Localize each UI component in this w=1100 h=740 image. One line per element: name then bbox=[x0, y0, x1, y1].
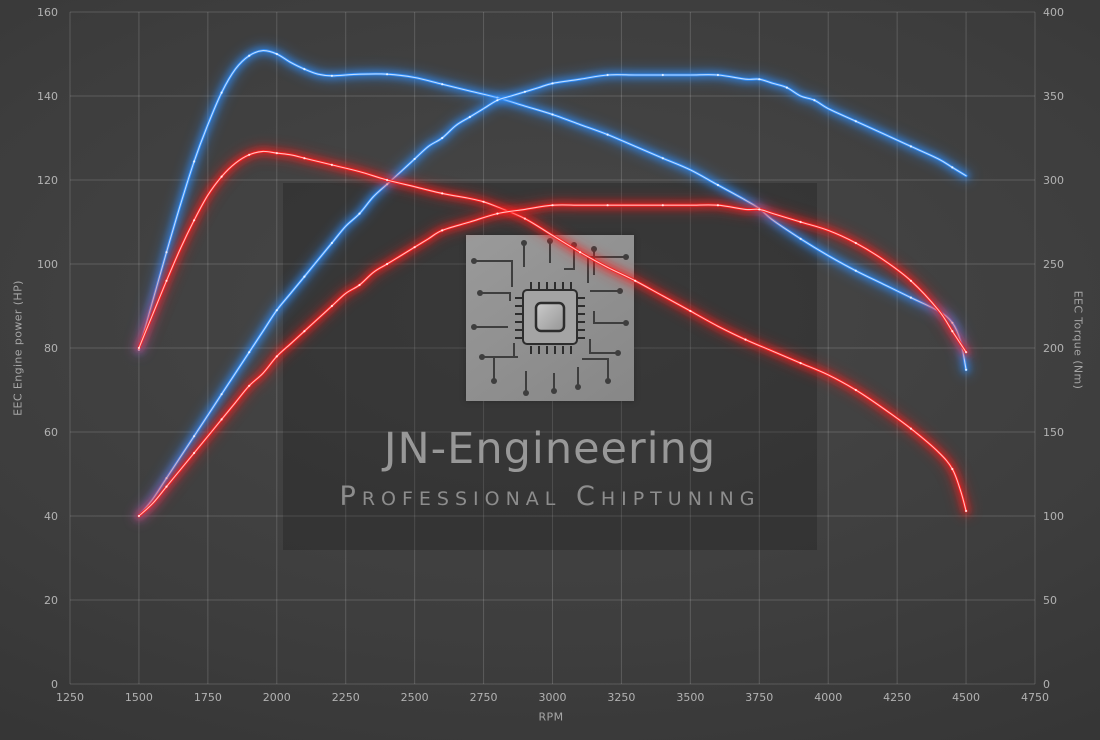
series-power-tuned bbox=[132, 68, 973, 523]
y-axis-label-right: EEC Torque (Nm) bbox=[1071, 290, 1085, 390]
watermark: JN-Engineering Professional Chiptuning bbox=[283, 183, 817, 550]
svg-text:1750: 1750 bbox=[194, 691, 222, 704]
x-axis-label: RPM bbox=[538, 710, 564, 724]
svg-text:3250: 3250 bbox=[607, 691, 635, 704]
svg-text:160: 160 bbox=[37, 6, 58, 19]
svg-text:200: 200 bbox=[1043, 342, 1064, 355]
svg-text:4000: 4000 bbox=[814, 691, 842, 704]
svg-text:400: 400 bbox=[1043, 6, 1064, 19]
watermark-subtitle: Professional Chiptuning bbox=[339, 481, 761, 513]
svg-text:60: 60 bbox=[44, 426, 58, 439]
svg-text:100: 100 bbox=[37, 258, 58, 271]
svg-text:50: 50 bbox=[1043, 594, 1057, 607]
svg-text:120: 120 bbox=[37, 174, 58, 187]
series-points-power-stock bbox=[137, 204, 968, 518]
svg-text:80: 80 bbox=[44, 342, 58, 355]
series-power-stock bbox=[132, 198, 973, 523]
svg-text:4500: 4500 bbox=[952, 691, 980, 704]
svg-text:20: 20 bbox=[44, 594, 58, 607]
svg-text:40: 40 bbox=[44, 510, 58, 523]
svg-text:3750: 3750 bbox=[745, 691, 773, 704]
series-points-torque-stock bbox=[137, 152, 968, 513]
svg-text:250: 250 bbox=[1043, 258, 1064, 271]
svg-text:2000: 2000 bbox=[263, 691, 291, 704]
svg-text:300: 300 bbox=[1043, 174, 1064, 187]
y-axis-label-left: EEC Engine power (HP) bbox=[11, 280, 25, 416]
y-tick-labels-right: 0 50 100 150 200 250 300 350 400 bbox=[1043, 6, 1064, 691]
svg-text:140: 140 bbox=[37, 90, 58, 103]
svg-text:350: 350 bbox=[1043, 90, 1064, 103]
svg-text:4250: 4250 bbox=[883, 691, 911, 704]
svg-text:2250: 2250 bbox=[332, 691, 360, 704]
svg-text:100: 100 bbox=[1043, 510, 1064, 523]
svg-text:0: 0 bbox=[1043, 678, 1050, 691]
svg-text:3500: 3500 bbox=[676, 691, 704, 704]
x-tick-labels: 1250 1500 1750 2000 2250 2500 2750 3000 3250 3500… bbox=[56, 691, 1049, 704]
svg-text:3000: 3000 bbox=[539, 691, 567, 704]
circuit-traces bbox=[474, 241, 626, 393]
series-torque-stock bbox=[132, 144, 973, 518]
svg-text:150: 150 bbox=[1043, 426, 1064, 439]
svg-text:2500: 2500 bbox=[401, 691, 429, 704]
svg-text:1500: 1500 bbox=[125, 691, 153, 704]
svg-text:2750: 2750 bbox=[470, 691, 498, 704]
chip-body bbox=[515, 282, 585, 354]
series-points-power-tuned bbox=[137, 73, 954, 518]
svg-text:4750: 4750 bbox=[1021, 691, 1049, 704]
svg-text:1250: 1250 bbox=[56, 691, 84, 704]
watermark-title: JN-Engineering bbox=[383, 424, 717, 474]
y-tick-labels-left: 0 20 40 60 80 100 120 140 160 bbox=[37, 6, 58, 691]
svg-text:0: 0 bbox=[51, 678, 58, 691]
